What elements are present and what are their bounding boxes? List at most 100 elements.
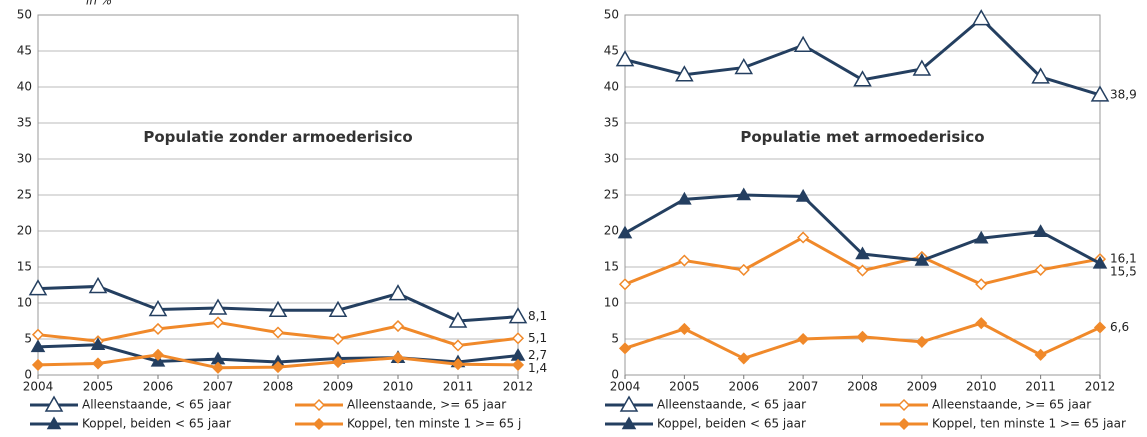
y-tick-label: 15 [604,260,619,274]
legend-marker [312,417,326,431]
data-point [797,332,810,346]
data-point [973,230,989,244]
chart-title: Populatie zonder armoederisico [143,128,412,146]
data-point [678,254,691,267]
data-point [328,300,348,317]
data-point [451,358,465,371]
value-label: 15,5 [1110,265,1137,279]
data-point [211,361,225,374]
y-tick-label: 45 [17,44,32,58]
data-point [331,332,345,346]
y-tick-label: 10 [604,296,619,310]
y-tick-label: 25 [604,188,619,202]
value-label: 16,1 [1110,252,1137,266]
data-point [615,50,635,67]
data-point [90,337,106,351]
x-tick-label: 2004 [610,380,641,394]
series-line [624,235,1101,286]
x-tick-label: 2012 [1085,380,1116,394]
x-tick-label: 2011 [1025,380,1056,394]
data-point [511,358,525,371]
legend-label: Alleenstaande, < 65 jaar [657,398,806,412]
value-label: 38,9 [1110,87,1137,101]
data-point [797,231,810,244]
legend-marker [44,395,64,412]
legend-marker [621,416,637,430]
data-point [511,332,525,345]
y-tick-label: 30 [17,152,32,166]
data-point [88,276,108,294]
x-tick-label: 2009 [323,380,354,394]
data-point [736,187,752,201]
y-tick-label: 40 [17,80,32,94]
legend-marker [897,398,911,412]
data-point [971,9,991,26]
data-point [856,264,869,277]
data-point [675,65,694,82]
data-point [617,225,633,239]
y-tick-label: 5 [24,332,32,346]
data-point [91,357,105,370]
data-point [855,246,870,260]
data-point [677,191,692,205]
value-label: 1,4 [528,361,547,375]
data-point [975,278,988,291]
legend-label: Koppel, ten minste 1 >= 65 j [347,417,521,431]
data-point [1031,67,1050,84]
legend-label: Koppel, beiden < 65 jaar [657,417,806,431]
data-point [271,326,285,339]
legend-marker [312,398,326,412]
data-point [912,59,932,76]
data-point [793,35,813,52]
y-axis-label: in % [86,0,112,8]
x-tick-label: 2010 [966,380,997,394]
y-tick-label: 20 [604,224,619,238]
y-tick-label: 0 [611,368,619,382]
data-point [975,317,988,330]
x-tick-label: 2009 [907,380,938,394]
data-point [618,342,632,355]
data-point [31,328,45,341]
data-point [28,279,48,296]
data-point [1090,85,1110,102]
legend-label: Alleenstaande, >= 65 jaar [347,398,506,412]
legend-marker [619,395,639,412]
x-tick-label: 2005 [669,380,700,394]
value-label: 8,1 [528,309,547,323]
data-point [795,188,811,202]
y-tick-label: 10 [17,296,32,310]
data-point [915,335,928,348]
y-tick-label: 50 [604,8,619,22]
x-tick-label: 2004 [23,380,54,394]
data-point [1093,321,1107,334]
chart-title: Populatie met armoederisico [740,128,984,146]
legend-label: Koppel, ten minste 1 >= 65 jaar [932,417,1126,431]
y-tick-label: 20 [17,224,32,238]
y-tick-label: 0 [24,368,32,382]
data-point [1034,263,1047,276]
data-point [391,319,405,333]
legend-label: Koppel, beiden < 65 jaar [82,417,231,431]
x-tick-label: 2011 [443,380,474,394]
value-label: 5,1 [528,331,547,345]
data-point [737,352,750,365]
x-tick-label: 2006 [143,380,174,394]
x-tick-label: 2007 [203,380,234,394]
data-point [1034,348,1047,361]
legend-label: Alleenstaande, >= 65 jaar [932,398,1091,412]
data-point [914,253,930,266]
data-point [618,278,632,291]
data-point [30,339,46,353]
legend-marker [46,416,62,430]
data-point [388,284,408,301]
x-tick-label: 2008 [263,380,294,394]
data-point [31,358,45,371]
legend-label: Alleenstaande, < 65 jaar [82,398,231,412]
y-tick-label: 15 [17,260,32,274]
data-point [1033,224,1048,237]
value-label: 2,7 [528,348,547,362]
data-point [734,58,754,75]
data-point [391,351,405,364]
y-tick-label: 35 [604,116,619,130]
